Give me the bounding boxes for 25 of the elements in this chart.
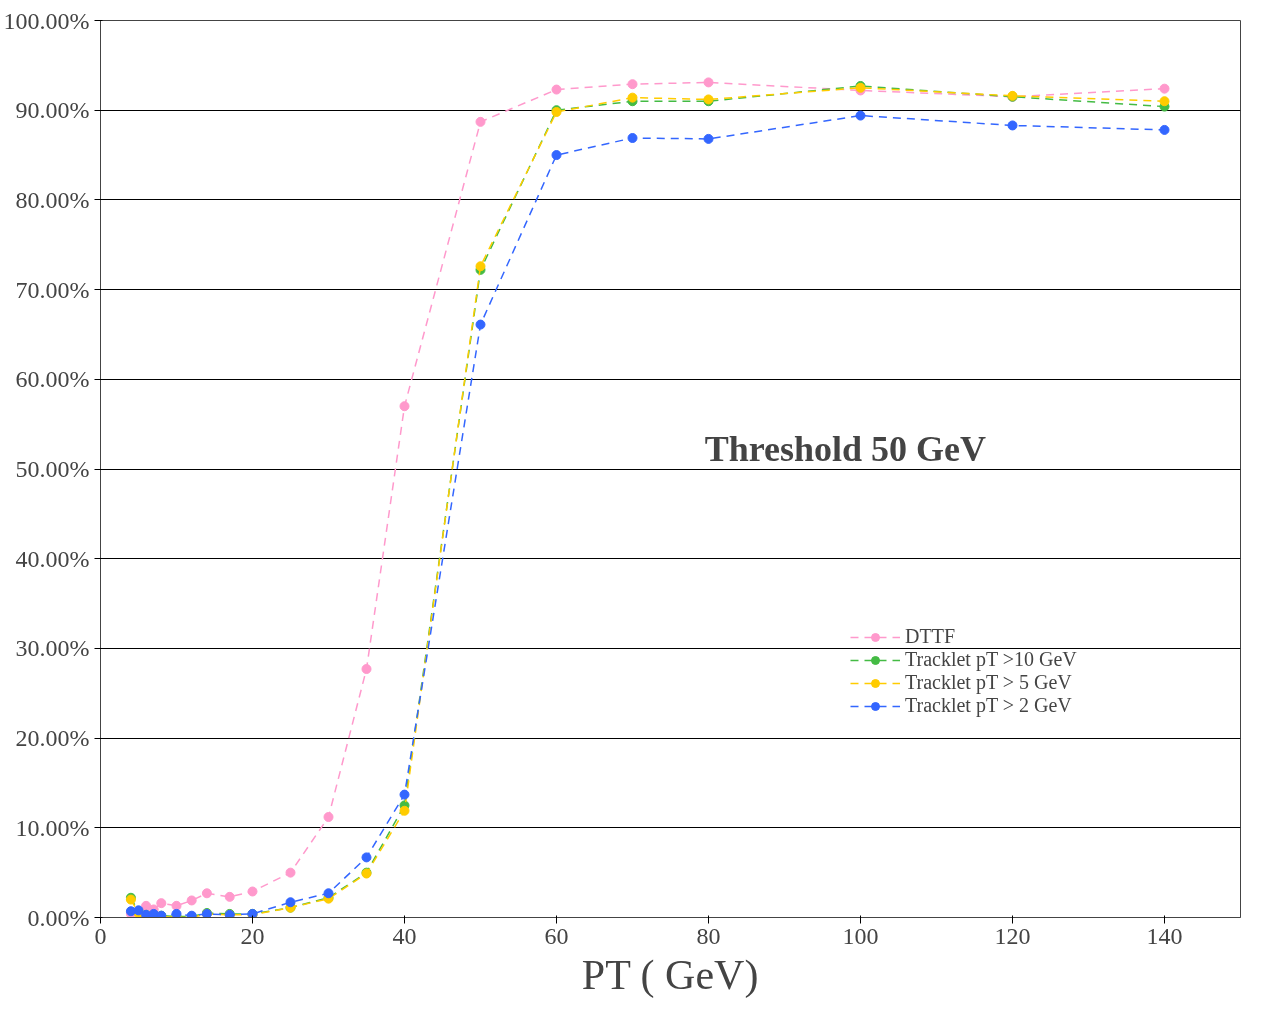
y-tick-label: 30.00%: [15, 635, 90, 662]
y-tick-label: 100.00%: [3, 7, 90, 34]
y-tick-label: 60.00%: [15, 366, 90, 393]
y-tick-label: 10.00%: [15, 814, 90, 841]
x-tick-label: 40: [392, 922, 417, 949]
legend-label: Tracklet pT > 5 GeV: [905, 671, 1072, 694]
y-tick-label: 40.00%: [15, 545, 90, 572]
y-tick-label: 50.00%: [15, 456, 90, 482]
x-tick-label: 120: [994, 922, 1031, 949]
x-tick-label: 100: [842, 922, 879, 949]
y-tick-label: 90.00%: [15, 97, 90, 124]
y-tick-label: 0.00%: [27, 904, 90, 931]
legend-label: DTTF: [905, 625, 955, 648]
y-tick-label: 20.00%: [15, 725, 90, 752]
x-tick-label: 140: [1146, 922, 1183, 949]
x-axis-title: PT ( GeV): [581, 951, 759, 999]
x-tick-label: 20: [240, 922, 265, 949]
x-tick-label: 60: [544, 922, 569, 949]
legend-label: Tracklet pT >10 GeV: [905, 648, 1077, 671]
y-tick-label: 80.00%: [15, 186, 90, 213]
x-tick-label: 80: [696, 922, 721, 949]
y-tick-label: 70.00%: [15, 276, 90, 303]
annotation: Threshold 50 GeV: [704, 429, 987, 469]
legend-label: Tracklet pT > 2 GeV: [905, 694, 1072, 717]
x-tick-label: 0: [94, 922, 107, 949]
